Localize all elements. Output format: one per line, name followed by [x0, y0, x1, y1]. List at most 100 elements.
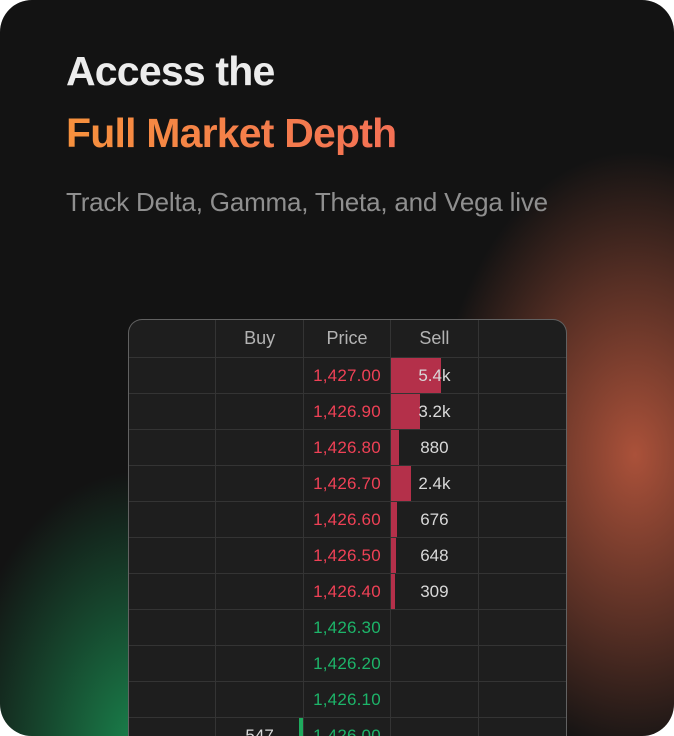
page-title-line2: Full Market Depth — [66, 111, 548, 155]
cell-empty-left — [129, 610, 217, 646]
cell-empty-left — [129, 466, 217, 502]
cell-empty-left — [129, 682, 217, 718]
depth-table-header: Buy Price Sell — [129, 320, 566, 358]
cell-buy — [216, 430, 304, 466]
header-cell-sell: Sell — [391, 320, 479, 358]
cell-price: 1,426.70 — [303, 466, 392, 502]
depth-table: Buy Price Sell 1,427.00 5.4k 1,426.90 — [128, 319, 567, 736]
cell-empty-left — [129, 430, 217, 466]
depth-table-row[interactable]: 1,426.60 676 — [129, 502, 566, 538]
cell-empty-right — [478, 610, 566, 646]
price-cell-text: 1,427.00 — [313, 365, 381, 385]
cell-empty-right — [478, 466, 566, 502]
sell-qty-text: 2.4k — [418, 473, 451, 493]
cell-buy — [216, 358, 304, 394]
depth-table-body: 1,427.00 5.4k 1,426.90 3.2k 1,426.80 — [129, 358, 566, 736]
cell-buy — [216, 610, 304, 646]
sell-volume-bar — [391, 466, 412, 501]
cell-empty-right — [478, 430, 566, 466]
cell-empty-right — [478, 394, 566, 430]
header-cell-empty-right — [478, 320, 566, 358]
sell-qty-text: 676 — [420, 509, 449, 529]
cell-sell: 3.2k — [391, 394, 479, 430]
cell-empty-left — [129, 502, 217, 538]
cell-buy — [216, 646, 304, 682]
cell-empty-right — [478, 358, 566, 394]
cell-sell: 309 — [391, 574, 479, 610]
depth-table-row[interactable]: 1,426.70 2.4k — [129, 466, 566, 502]
depth-table-row[interactable]: 1,426.30 — [129, 610, 566, 646]
price-cell-text: 1,426.40 — [313, 581, 381, 601]
cell-empty-right — [479, 718, 566, 736]
cell-sell: 5.4k — [391, 358, 479, 394]
cell-buy — [216, 466, 304, 502]
price-cell-text: 1,426.00 — [313, 725, 381, 736]
page-subtitle: Track Delta, Gamma, Theta, and Vega live — [66, 187, 548, 218]
cell-empty-left — [129, 394, 217, 430]
cell-price: 1,426.00 — [304, 718, 392, 736]
cell-price: 1,427.00 — [303, 358, 392, 394]
cell-price: 1,426.80 — [303, 430, 392, 466]
cell-buy — [216, 538, 304, 574]
cell-price: 1,426.20 — [303, 646, 392, 682]
depth-table-row[interactable]: 1,427.00 5.4k — [129, 358, 566, 394]
sell-qty-text: 309 — [420, 581, 449, 601]
sell-volume-bar — [391, 502, 398, 537]
cell-empty-right — [478, 574, 566, 610]
depth-table-row[interactable]: 1,426.10 — [129, 682, 566, 718]
price-cell-text: 1,426.70 — [313, 473, 381, 493]
price-cell-text: 1,426.30 — [313, 617, 381, 637]
cell-empty-left — [129, 574, 217, 610]
page-title-line1: Access the — [66, 48, 275, 94]
price-cell-text: 1,426.50 — [313, 545, 381, 565]
cell-buy — [216, 394, 304, 430]
price-cell-text: 1,426.80 — [313, 437, 381, 457]
sell-qty-text: 3.2k — [418, 401, 451, 421]
cell-empty-left — [129, 538, 217, 574]
header-cell-price: Price — [303, 320, 392, 358]
header-cell-empty-left — [129, 320, 217, 358]
cell-sell: 648 — [391, 538, 479, 574]
price-cell-text: 1,426.10 — [313, 689, 381, 709]
cell-empty-left — [129, 718, 217, 736]
cell-sell — [391, 718, 479, 736]
depth-table-row[interactable]: 1,426.20 — [129, 646, 566, 682]
cell-sell — [391, 610, 479, 646]
sell-volume-bar — [391, 430, 400, 465]
cell-sell: 880 — [391, 430, 479, 466]
cell-buy — [216, 574, 304, 610]
buy-volume-bar — [298, 718, 303, 736]
price-cell-text: 1,426.90 — [313, 401, 381, 421]
cell-buy: 547 — [216, 718, 304, 736]
sell-volume-bar — [391, 574, 396, 609]
cell-price: 1,426.30 — [303, 610, 392, 646]
cell-buy — [216, 502, 304, 538]
cell-price: 1,426.60 — [303, 502, 392, 538]
header-cell-buy: Buy — [216, 320, 304, 358]
sell-volume-bar — [391, 394, 421, 429]
sell-qty-text: 648 — [420, 545, 449, 565]
cell-empty-right — [478, 682, 566, 718]
depth-table-row[interactable]: 1,426.40 309 — [129, 574, 566, 610]
cell-price: 1,426.40 — [303, 574, 392, 610]
price-cell-text: 1,426.20 — [313, 653, 381, 673]
cell-price: 1,426.50 — [303, 538, 392, 574]
cell-empty-right — [478, 646, 566, 682]
depth-table-row[interactable]: 1,426.50 648 — [129, 538, 566, 574]
price-cell-text: 1,426.60 — [313, 509, 381, 529]
cell-empty-right — [478, 538, 566, 574]
cell-sell: 676 — [391, 502, 479, 538]
cell-sell — [391, 646, 479, 682]
cell-empty-left — [129, 646, 217, 682]
depth-table-row[interactable]: 1,426.90 3.2k — [129, 394, 566, 430]
sell-volume-bar — [391, 538, 397, 573]
cell-sell: 2.4k — [391, 466, 479, 502]
depth-table-row[interactable]: 1,426.80 880 — [129, 430, 566, 466]
cell-buy — [216, 682, 304, 718]
sell-qty-text: 5.4k — [418, 365, 451, 385]
cell-price: 1,426.90 — [303, 394, 392, 430]
depth-table-row[interactable]: 547 1,426.00 — [129, 718, 566, 736]
cell-sell — [391, 682, 479, 718]
cell-price: 1,426.10 — [303, 682, 392, 718]
